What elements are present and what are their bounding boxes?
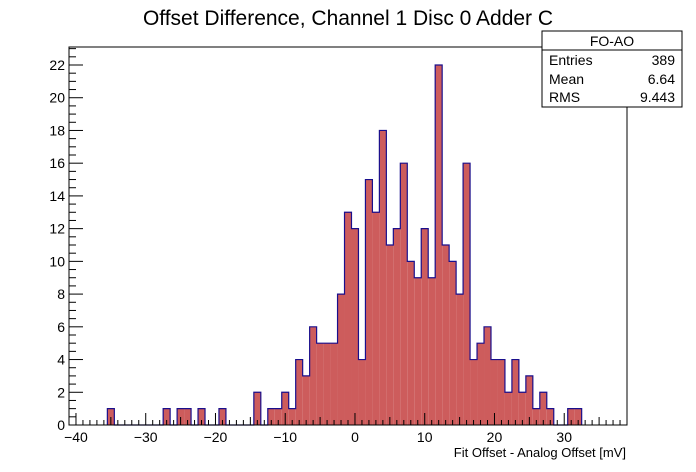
histogram-bar bbox=[414, 277, 422, 425]
histogram-bar bbox=[539, 392, 547, 425]
histogram-bar bbox=[372, 212, 380, 425]
x-axis: −40 −30 −20 −10 0 10 20 30 bbox=[64, 413, 628, 445]
y-tick-label: 6 bbox=[57, 319, 65, 335]
histogram-bar bbox=[295, 359, 303, 425]
y-tick-label: 14 bbox=[49, 188, 65, 204]
histogram-bar bbox=[337, 294, 345, 425]
x-tick-label: −30 bbox=[134, 429, 158, 445]
histogram-bar bbox=[218, 408, 226, 425]
x-axis-title: Fit Offset - Analog Offset [mV] bbox=[454, 445, 626, 460]
y-tick-label: 8 bbox=[57, 286, 65, 302]
histogram-bar bbox=[518, 392, 526, 425]
x-tick-label: 10 bbox=[417, 429, 433, 445]
stats-entries-label: Entries bbox=[549, 52, 593, 68]
histogram-bar bbox=[442, 245, 450, 425]
x-tick-label: −20 bbox=[204, 429, 228, 445]
histogram-bar bbox=[316, 343, 324, 425]
histogram-bar bbox=[309, 326, 317, 425]
histogram-bar bbox=[463, 163, 471, 425]
histogram-bar bbox=[400, 163, 408, 425]
histogram-bar bbox=[177, 408, 185, 425]
chart-title: Offset Difference, Channel 1 Disc 0 Adde… bbox=[143, 7, 553, 30]
stats-box-name: FO-AO bbox=[590, 33, 634, 49]
y-tick-label: 2 bbox=[57, 384, 65, 400]
histogram-bar bbox=[351, 228, 359, 425]
histogram-bar bbox=[107, 408, 115, 425]
histogram-bar bbox=[546, 408, 554, 425]
histogram-bar bbox=[574, 408, 582, 425]
stats-box-frame bbox=[541, 30, 683, 108]
histogram-bar bbox=[504, 392, 512, 425]
histogram-bar bbox=[330, 343, 338, 425]
histogram-bar bbox=[532, 408, 540, 425]
y-tick-label: 22 bbox=[49, 57, 65, 73]
histogram-bar bbox=[281, 392, 289, 425]
stats-mean-label: Mean bbox=[549, 71, 584, 87]
y-tick-label: 10 bbox=[49, 253, 65, 269]
x-tick-label: 20 bbox=[487, 429, 503, 445]
histogram-bar bbox=[274, 408, 282, 425]
histogram-bar bbox=[184, 408, 192, 425]
stats-rms-label: RMS bbox=[549, 89, 580, 105]
histogram-bar bbox=[477, 343, 485, 425]
histogram-bar bbox=[386, 245, 394, 425]
histogram-bar bbox=[567, 408, 575, 425]
y-tick-label: 0 bbox=[57, 417, 65, 433]
histogram-bar bbox=[497, 359, 505, 425]
histogram-bar bbox=[428, 277, 436, 425]
histogram-bar bbox=[393, 228, 401, 425]
y-tick-label: 16 bbox=[49, 155, 65, 171]
histogram-bar bbox=[456, 294, 464, 425]
stats-mean-value: 6.64 bbox=[648, 71, 675, 87]
histogram-bar bbox=[344, 212, 352, 425]
histogram-outline bbox=[106, 64, 583, 426]
y-tick-label: 20 bbox=[49, 90, 65, 106]
histogram-bar bbox=[365, 179, 373, 425]
histogram-bar bbox=[358, 359, 366, 425]
histogram-bar bbox=[407, 261, 415, 425]
histogram-bar bbox=[484, 326, 491, 425]
histogram-bar bbox=[470, 359, 478, 425]
histogram-bar bbox=[525, 375, 533, 425]
x-tick-label: −10 bbox=[273, 429, 297, 445]
x-tick-label: −40 bbox=[64, 429, 88, 445]
y-tick-label: 12 bbox=[49, 221, 65, 237]
histogram-bar bbox=[163, 408, 171, 425]
histogram-bar bbox=[288, 408, 296, 425]
histogram-bars bbox=[107, 65, 582, 426]
histogram-bar bbox=[435, 65, 443, 425]
histogram-bar bbox=[490, 359, 498, 425]
histogram-bar bbox=[323, 343, 331, 425]
histogram-bar bbox=[379, 130, 387, 426]
y-tick-label: 18 bbox=[49, 122, 65, 138]
histogram-bar bbox=[511, 359, 519, 425]
y-tick-label: 4 bbox=[57, 352, 65, 368]
stats-entries-value: 389 bbox=[652, 52, 676, 68]
histogram-bar bbox=[198, 408, 206, 425]
histogram-bar bbox=[421, 228, 429, 425]
x-tick-label: 0 bbox=[351, 429, 359, 445]
x-tick-label: 30 bbox=[556, 429, 572, 445]
stats-box: FO-AO Entries 389 Mean 6.64 RMS 9.443 bbox=[541, 30, 683, 108]
histogram-bar bbox=[267, 408, 275, 425]
histogram-bar bbox=[449, 261, 457, 425]
histogram-bar bbox=[253, 392, 261, 425]
y-axis: 0 2 4 6 8 10 12 14 16 18 20 22 bbox=[49, 48, 83, 433]
stats-rms-value: 9.443 bbox=[640, 89, 675, 105]
histogram-bar bbox=[302, 375, 310, 425]
